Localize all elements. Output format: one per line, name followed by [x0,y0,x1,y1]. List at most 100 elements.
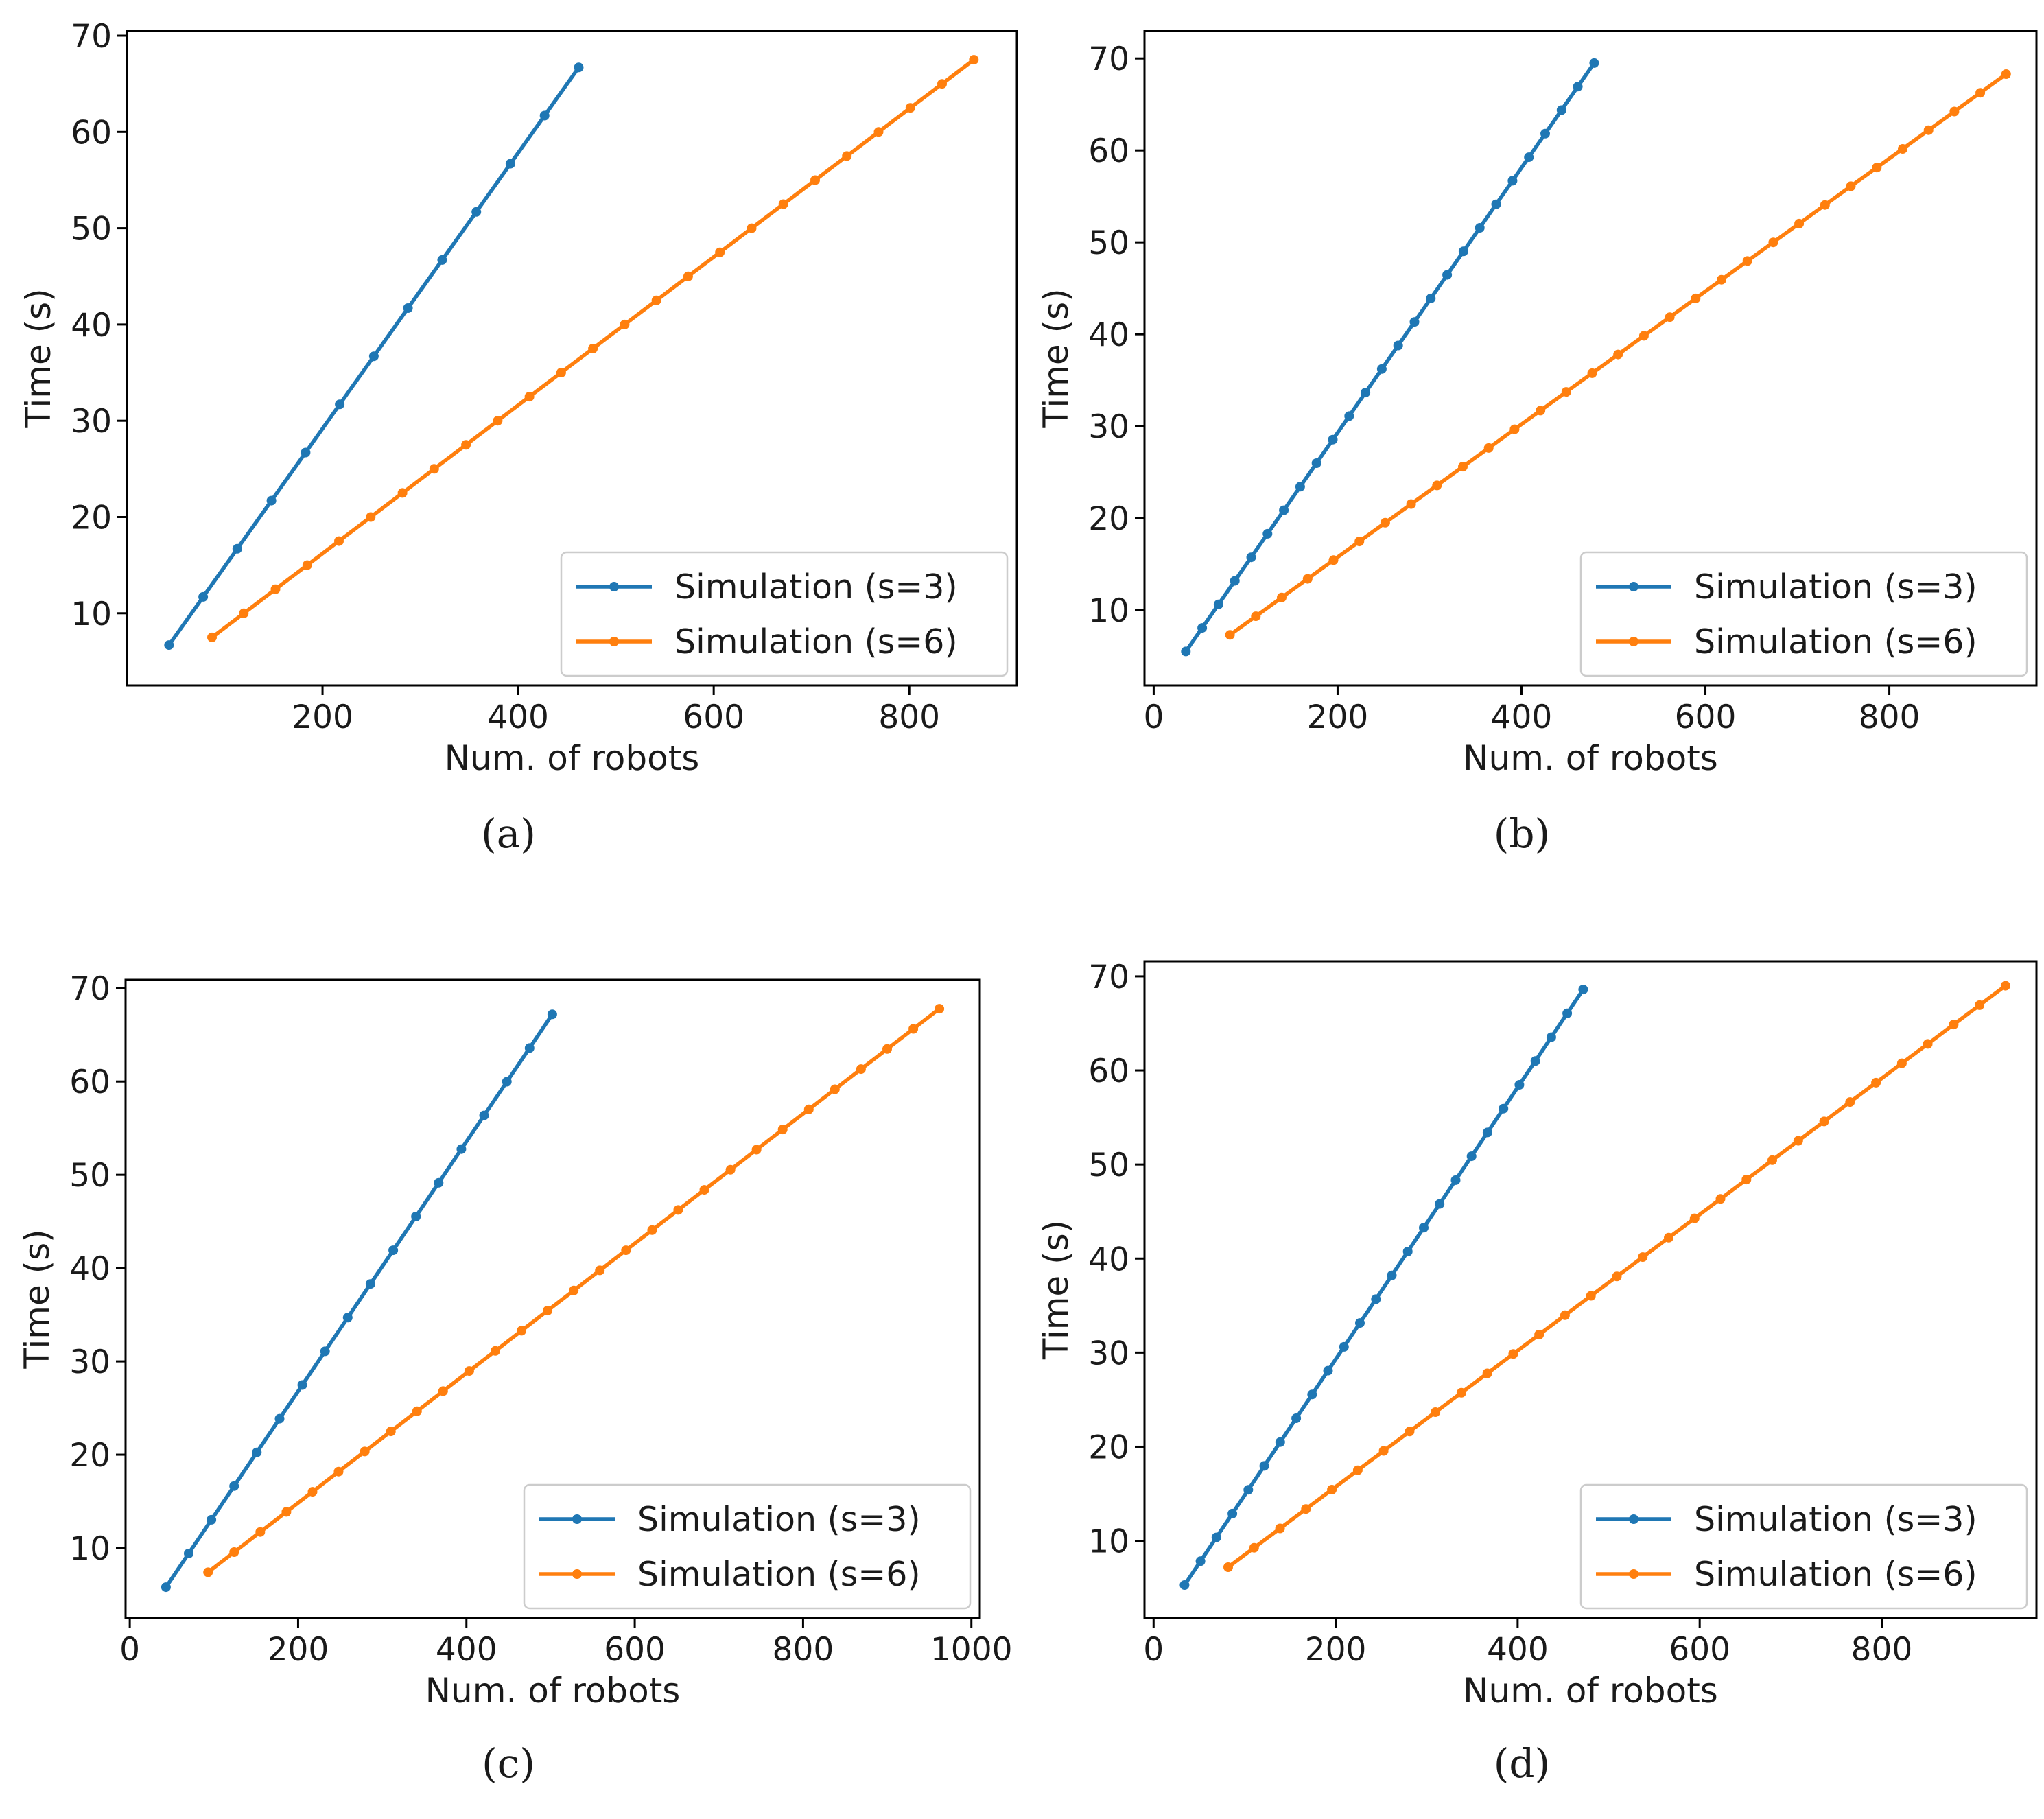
legend-marker [609,582,619,591]
data-point [1717,274,1726,285]
legend-marker [1629,1569,1638,1579]
data-point [1898,144,1907,154]
data-point [937,79,947,89]
legend-label: Simulation (s=6) [674,622,958,661]
data-point [1275,1437,1285,1447]
data-point [1665,312,1675,322]
y-tick-label: 10 [71,596,112,633]
data-point [1638,331,1649,341]
data-point [882,1044,892,1054]
data-point [1223,1562,1233,1572]
y-axis-label: Time (s) [17,1229,57,1369]
data-point [360,1446,370,1457]
data-point [588,344,598,353]
legend: Simulation (s=3) Simulation (s=6) [1579,551,2028,677]
data-point [1432,480,1442,491]
data-point [1456,1387,1466,1398]
x-axis-label: Num. of robots [1463,1671,1718,1711]
data-point [1507,176,1518,186]
data-point [270,584,281,594]
legend-label: Simulation (s=6) [637,1555,921,1594]
data-point [1225,630,1235,640]
data-point [699,1185,709,1195]
y-tick-label: 30 [69,1343,110,1381]
y-axis-label: Time (s) [1036,1220,1076,1360]
data-point [1578,985,1588,995]
data-point [388,1245,399,1256]
data-point [1845,1097,1855,1107]
x-tick-label: 0 [1143,699,1164,736]
data-point [342,1313,353,1323]
data-point [1664,1232,1673,1243]
data-point [479,1110,489,1120]
data-point [1327,1485,1337,1494]
legend-marker [572,1569,582,1579]
y-tick-label: 50 [1088,224,1129,262]
data-point [320,1346,330,1357]
data-point [252,1447,262,1457]
data-point [1546,1032,1556,1042]
data-point [368,351,379,362]
y-tick-label: 50 [69,1157,110,1195]
x-axis-label: Num. of robots [1463,738,1718,778]
data-point [1291,1413,1302,1423]
data-point [751,1145,762,1155]
y-axis-label: Time (s) [19,288,58,428]
data-point [1562,1008,1573,1018]
data-point [502,1077,512,1087]
data-point [366,512,376,522]
data-point [1450,1175,1461,1185]
data-point [1612,1271,1622,1282]
panel-caption: (a) [481,810,536,857]
data-point [302,560,312,570]
data-point [1307,1389,1317,1400]
y-tick-label: 40 [1088,1241,1129,1278]
legend-marker [609,637,619,646]
data-point [229,1547,239,1557]
data-point [1302,574,1313,584]
y-tick-label: 60 [69,1064,110,1101]
data-point [1742,256,1752,266]
data-point [386,1427,396,1437]
data-point [524,1043,535,1053]
data-point [1328,555,1339,565]
data-point [1741,1175,1752,1185]
data-point [274,1413,285,1424]
data-point [1820,200,1830,210]
data-point [1339,1341,1349,1352]
y-tick-label: 60 [71,114,112,152]
panel-caption: (b) [1494,810,1550,857]
legend-marker [1629,1514,1638,1524]
data-point [1279,505,1289,515]
y-tick-label: 10 [69,1530,110,1568]
data-point [1975,1000,1985,1010]
data-point [621,1245,631,1256]
data-point [434,1177,444,1188]
data-point [1376,364,1387,374]
data-point [1355,1318,1365,1328]
data-point [1691,293,1701,303]
data-point [207,1514,217,1525]
data-point [574,62,584,73]
data-point [725,1164,736,1175]
y-tick-label: 70 [69,970,110,1008]
legend-box [560,551,1009,677]
x-tick-label: 0 [1143,1631,1164,1669]
data-point [333,1466,344,1477]
y-tick-label: 70 [1088,959,1129,996]
data-point [1435,1199,1445,1209]
data-point [307,1487,318,1497]
panel-b: 0 200 400 600 800 10 20 30 40 50 60 70 Num. of robot… [1036,30,2038,857]
axes-frame [124,978,981,1619]
data-point [505,159,515,169]
panel-caption: (d) [1494,1740,1550,1787]
data-point [1561,387,1571,397]
data-point [461,440,471,450]
data-point [334,536,344,546]
data-point [1352,1465,1363,1475]
data-point [203,1567,213,1577]
legend-label: Simulation (s=6) [1694,622,1977,661]
y-tick-label: 20 [69,1437,110,1475]
data-point [1387,1270,1397,1280]
data-point [1179,1580,1190,1590]
